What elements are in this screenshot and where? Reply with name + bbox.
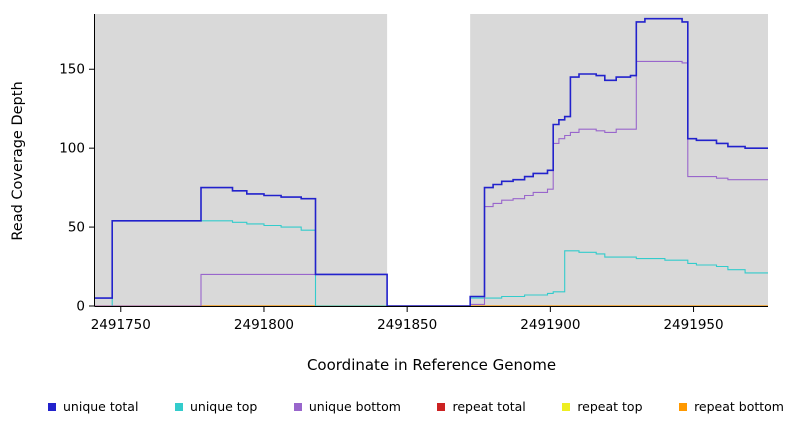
legend-swatch-icon: [562, 402, 571, 411]
legend-swatch-icon: [679, 402, 688, 411]
no-data-gap-region: [387, 14, 471, 306]
y-axis-title: Read Coverage Depth: [10, 81, 26, 241]
legend-item-unique-total: unique total: [48, 399, 138, 414]
legend-label: unique bottom: [308, 399, 401, 414]
x-tick-label: 2491850: [377, 317, 437, 333]
y-tick-label: 50: [68, 220, 85, 236]
legend-swatch-icon: [174, 402, 183, 411]
legend-item-repeat-total: repeat total: [437, 399, 526, 414]
legend-item-unique-top: unique top: [174, 399, 258, 414]
legend-swatch-icon: [48, 402, 56, 411]
legend-swatch-icon: [293, 402, 302, 411]
y-tick-label: 150: [59, 62, 85, 78]
series-line-unique-total: [95, 17, 768, 307]
y-tick-label: 100: [59, 141, 85, 157]
x-tick-label: 2491950: [663, 317, 723, 333]
legend: unique total unique top unique bottom repea…: [48, 399, 784, 414]
y-tick-label: 0: [76, 299, 85, 315]
legend-label: repeat bottom: [694, 399, 784, 414]
x-tick-label: 2491900: [520, 317, 580, 333]
legend-item-repeat-bottom: repeat bottom: [679, 399, 784, 414]
legend-item-unique-bottom: unique bottom: [293, 399, 401, 414]
legend-label: repeat top: [577, 399, 643, 414]
x-tick-label: 2491750: [91, 317, 151, 333]
x-tick-label: 2491800: [234, 317, 294, 333]
legend-label: repeat total: [452, 399, 526, 414]
legend-swatch-icon: [437, 402, 446, 411]
legend-label: unique total: [63, 399, 139, 414]
legend-label: unique top: [189, 399, 258, 414]
x-axis-title: Coordinate in Reference Genome: [306, 356, 557, 374]
series-line-unique-top: [95, 220, 768, 307]
legend-item-repeat-top: repeat top: [562, 399, 643, 414]
